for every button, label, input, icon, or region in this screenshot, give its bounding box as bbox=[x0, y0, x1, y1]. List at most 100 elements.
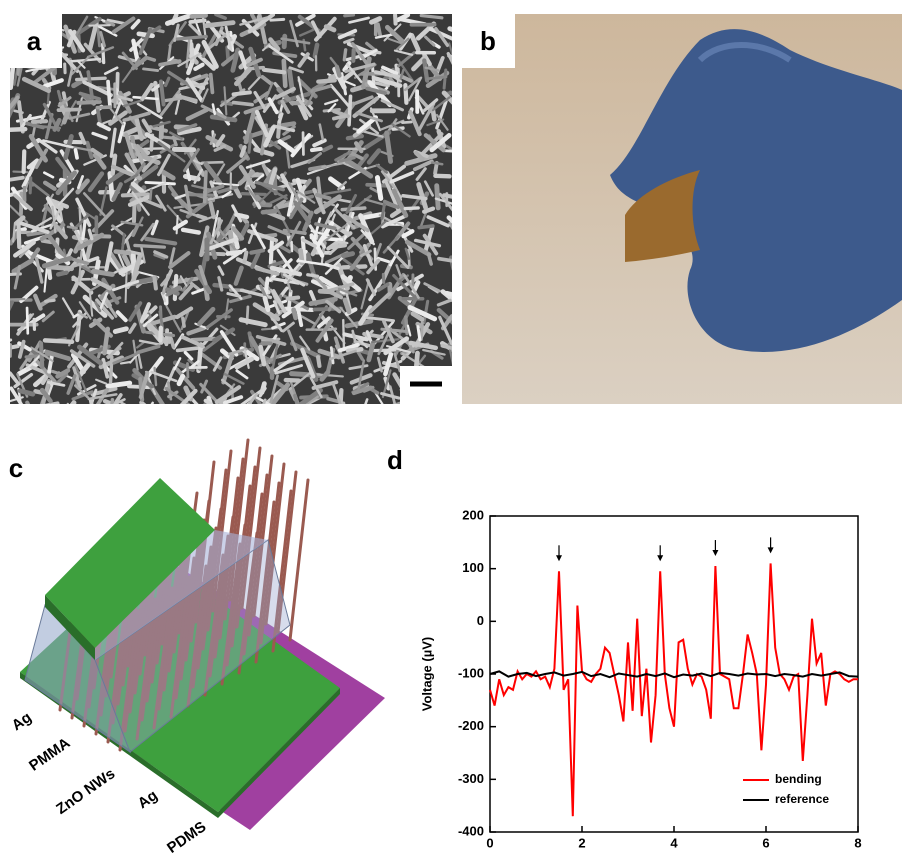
y-tick-label: 200 bbox=[462, 507, 484, 522]
nanowire bbox=[344, 50, 345, 60]
x-tick-label: 2 bbox=[578, 835, 585, 850]
nanowire bbox=[312, 149, 321, 150]
nanowire bbox=[115, 329, 126, 332]
nanowire bbox=[435, 176, 449, 177]
nanowire bbox=[161, 81, 164, 104]
nanowire bbox=[439, 259, 454, 261]
nanowire bbox=[318, 357, 319, 366]
nanowire bbox=[179, 376, 183, 383]
nanowire bbox=[424, 60, 427, 80]
nanowire bbox=[251, 250, 263, 252]
nanowire bbox=[402, 122, 411, 123]
nanowire bbox=[183, 230, 199, 233]
nanowire bbox=[444, 70, 446, 88]
nanowire bbox=[111, 357, 112, 382]
nanowire bbox=[288, 297, 298, 298]
nanowire bbox=[66, 404, 68, 415]
nanowire bbox=[32, 403, 57, 408]
nanowire bbox=[121, 362, 130, 363]
nanowire bbox=[421, 323, 422, 340]
peak-arrow-head bbox=[712, 550, 718, 556]
y-tick-label: -100 bbox=[458, 665, 484, 680]
nanowire bbox=[46, 300, 55, 301]
nanowire bbox=[183, 318, 184, 326]
nanowire bbox=[93, 271, 112, 274]
nanowire bbox=[315, 45, 317, 56]
nanowire bbox=[279, 114, 281, 122]
nanowire bbox=[141, 403, 157, 416]
nanowire bbox=[278, 122, 279, 137]
peak-arrow-head bbox=[556, 555, 562, 561]
nanowire bbox=[237, 403, 250, 414]
peak-arrow-head bbox=[768, 547, 774, 553]
y-tick-label: -200 bbox=[458, 718, 484, 733]
nanowire bbox=[342, 208, 365, 210]
nanowire bbox=[378, 24, 380, 35]
nanowire bbox=[234, 92, 250, 94]
nanowire bbox=[283, 123, 294, 125]
nanowire bbox=[245, 253, 247, 262]
nanowire bbox=[58, 272, 66, 274]
panel-label: d bbox=[387, 445, 403, 475]
nanowire bbox=[337, 67, 340, 76]
nanowire bbox=[154, 277, 155, 288]
nanowire bbox=[263, 211, 276, 212]
nanowire bbox=[338, 242, 347, 243]
panel-label: c bbox=[9, 453, 23, 483]
nanowire bbox=[249, 134, 251, 152]
nanowire bbox=[435, 163, 437, 173]
nanowire bbox=[211, 75, 213, 93]
nanowire bbox=[234, 103, 253, 105]
legend-label: reference bbox=[775, 792, 829, 806]
nanowire bbox=[213, 104, 215, 113]
nanowire bbox=[377, 178, 380, 199]
nanowire bbox=[192, 15, 206, 16]
nanowire bbox=[116, 251, 129, 252]
nanowire bbox=[27, 308, 28, 333]
nanowire bbox=[372, 19, 380, 23]
nanowire bbox=[442, 346, 452, 348]
nanowire bbox=[76, 150, 78, 158]
nanowire bbox=[418, 327, 420, 340]
x-tick-label: 4 bbox=[670, 835, 678, 850]
nanowire bbox=[135, 245, 164, 247]
figure: a b c Ag PMMA ZnO NWs Ag PDMS d -400-300… bbox=[0, 0, 902, 859]
nanowire bbox=[155, 368, 156, 385]
nanowire bbox=[432, 163, 442, 165]
nanowire bbox=[58, 109, 79, 110]
nanowire bbox=[405, 208, 418, 209]
device-diagram bbox=[20, 440, 385, 830]
nanowire bbox=[89, 230, 91, 238]
nanowire bbox=[205, 23, 233, 26]
nanowire bbox=[83, 221, 85, 238]
nanowire bbox=[189, 195, 216, 196]
nanowire bbox=[331, 245, 345, 247]
nanowire bbox=[30, 178, 31, 193]
nanowire bbox=[98, 26, 100, 46]
nanowire bbox=[27, 403, 38, 428]
y-tick-label: 100 bbox=[462, 560, 484, 575]
nanowire bbox=[228, 252, 240, 254]
peak-arrow-head bbox=[657, 555, 663, 561]
layer-label: ZnO NWs bbox=[53, 765, 118, 818]
nanowire bbox=[341, 404, 344, 434]
nanowire bbox=[271, 19, 284, 20]
layer-label: Ag bbox=[9, 709, 35, 734]
nanowire bbox=[79, 102, 100, 103]
chart: -400-300-200-100010020002468Time (sec)Vo… bbox=[419, 507, 861, 859]
y-tick-label: 0 bbox=[477, 613, 484, 628]
nanowire bbox=[20, 391, 33, 394]
nanowire bbox=[169, 46, 171, 59]
nanowire bbox=[345, 15, 354, 16]
nanowire bbox=[0, 129, 25, 130]
nanowire bbox=[284, 36, 285, 46]
nanowire bbox=[264, 70, 284, 73]
x-tick-label: 6 bbox=[762, 835, 769, 850]
nanowire bbox=[343, 254, 352, 256]
nanowire bbox=[144, 403, 152, 416]
nanowire bbox=[198, 216, 206, 218]
nanowire bbox=[334, 116, 345, 119]
nanowire bbox=[349, 96, 350, 124]
layer-label: Ag bbox=[135, 787, 161, 812]
nanowire bbox=[68, 227, 77, 229]
